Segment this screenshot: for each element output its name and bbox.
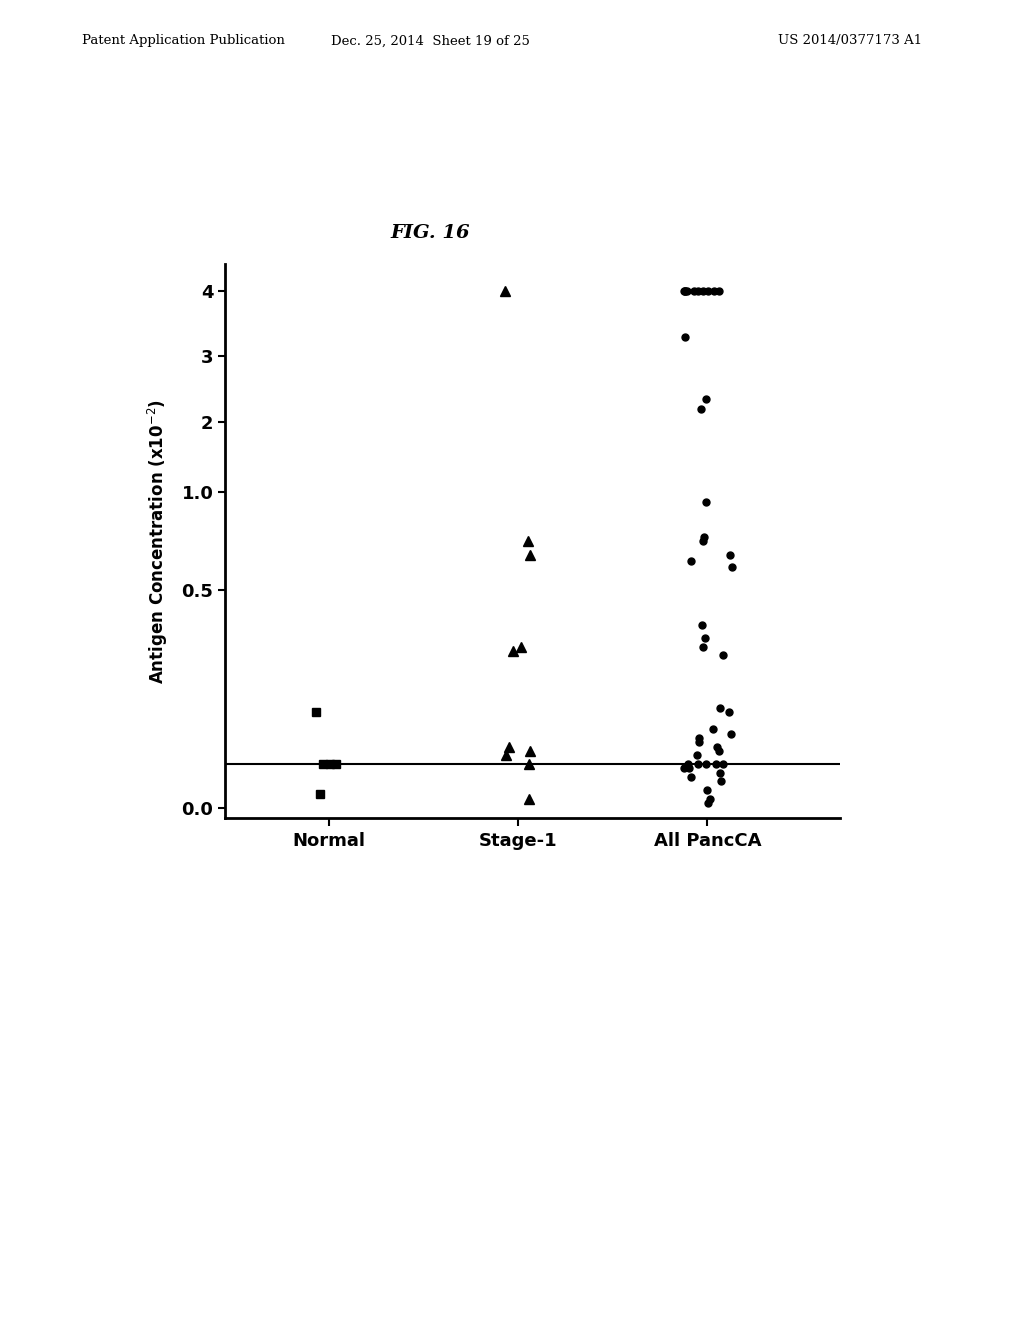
Text: Patent Application Publication: Patent Application Publication xyxy=(82,34,285,48)
Text: FIG. 16: FIG. 16 xyxy=(390,223,470,242)
Y-axis label: Antigen Concentration (x10$^{-2}$): Antigen Concentration (x10$^{-2}$) xyxy=(146,399,170,684)
Text: US 2014/0377173 A1: US 2014/0377173 A1 xyxy=(778,34,923,48)
Text: Dec. 25, 2014  Sheet 19 of 25: Dec. 25, 2014 Sheet 19 of 25 xyxy=(331,34,529,48)
